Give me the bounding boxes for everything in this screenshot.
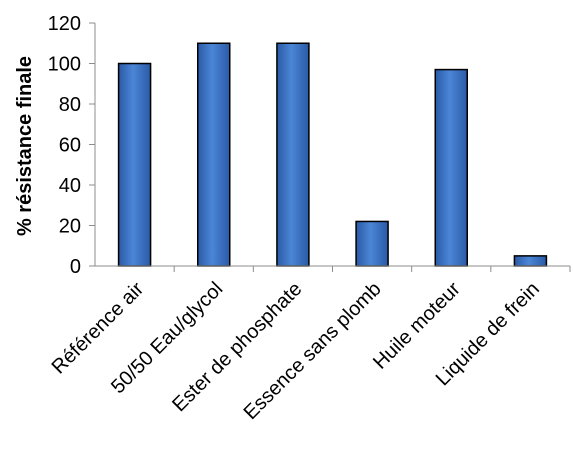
x-category-label: Ester de phosphate bbox=[168, 278, 306, 416]
y-axis-title: % résistance finale bbox=[14, 56, 36, 236]
x-category-label: Essence sans plomb bbox=[240, 278, 386, 424]
y-tick-label: 100 bbox=[48, 54, 81, 76]
bar-4 bbox=[355, 220, 389, 267]
bar-2 bbox=[197, 42, 231, 267]
y-tick-label: 80 bbox=[59, 94, 81, 116]
y-tick-label: 40 bbox=[59, 175, 81, 197]
y-axis: 0 20 40 60 80 100 120 bbox=[48, 13, 96, 278]
bar-5 bbox=[434, 68, 468, 267]
bars bbox=[117, 42, 548, 267]
bar-3 bbox=[276, 42, 310, 267]
y-tick-label: 120 bbox=[48, 13, 81, 35]
y-tick-label: 0 bbox=[70, 256, 81, 278]
bar-1 bbox=[117, 62, 152, 267]
y-tick-label: 60 bbox=[59, 135, 81, 157]
bar-6 bbox=[513, 255, 548, 267]
y-tick-label: 20 bbox=[59, 216, 81, 238]
